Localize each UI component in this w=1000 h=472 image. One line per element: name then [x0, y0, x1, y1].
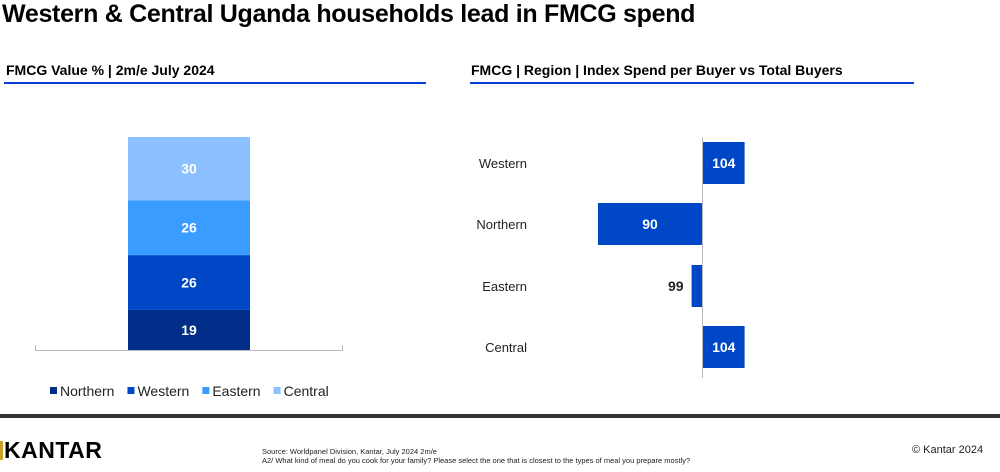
legend-label: Western — [137, 383, 189, 399]
kantar-logo: KANTAR — [0, 437, 102, 464]
legend-label: Northern — [60, 383, 114, 399]
bar-segment-central — [128, 137, 250, 201]
data-label: 104 — [712, 155, 736, 171]
data-label: 104 — [712, 339, 736, 355]
data-label: 19 — [181, 322, 197, 338]
page-title: Western & Central Uganda households lead… — [2, 0, 696, 28]
source-note: Source: Worldpanel Division, Kantar, Jul… — [262, 447, 690, 465]
index-bar-central — [703, 326, 745, 368]
legend-label: Central — [284, 383, 329, 399]
logo-text: KANTAR — [4, 437, 103, 463]
index-bar-western — [703, 142, 745, 184]
data-label: 99 — [668, 278, 684, 294]
index-bar-northern — [598, 203, 702, 245]
copyright: © Kantar 2024 — [912, 444, 984, 456]
category-label: Northern — [476, 217, 527, 232]
data-label: 30 — [181, 161, 197, 177]
category-label: Western — [479, 156, 527, 171]
bar-segment-eastern — [128, 200, 250, 256]
category-label: Central — [485, 340, 527, 355]
data-label: 26 — [181, 220, 197, 236]
category-label: Eastern — [482, 279, 527, 294]
legend-swatch — [202, 387, 210, 394]
left-title-underline — [4, 82, 426, 84]
legend-swatch — [127, 387, 135, 394]
index-bar-eastern — [691, 265, 702, 307]
charts-svg: 19 26 26 30 Northern Western Eastern Central Wes… — [35, 137, 745, 399]
right-chart-title: FMCG | Region | Index Spend per Buyer vs… — [471, 62, 843, 78]
bar-segment-northern — [128, 309, 250, 350]
legend-label: Eastern — [212, 383, 260, 399]
right-title-underline — [470, 82, 914, 84]
left-chart-title: FMCG Value % | 2m/e July 2024 — [6, 62, 215, 78]
bar-segment-western — [128, 255, 250, 310]
question-line: A2/ What kind of meal do you cook for yo… — [262, 456, 691, 465]
legend-swatch — [273, 387, 281, 394]
legend-swatch — [50, 387, 57, 394]
data-label: 26 — [181, 275, 197, 291]
source-line: Source: Worldpanel Division, Kantar, Jul… — [262, 447, 437, 456]
footer-divider — [0, 414, 1000, 418]
data-label: 90 — [642, 216, 658, 232]
